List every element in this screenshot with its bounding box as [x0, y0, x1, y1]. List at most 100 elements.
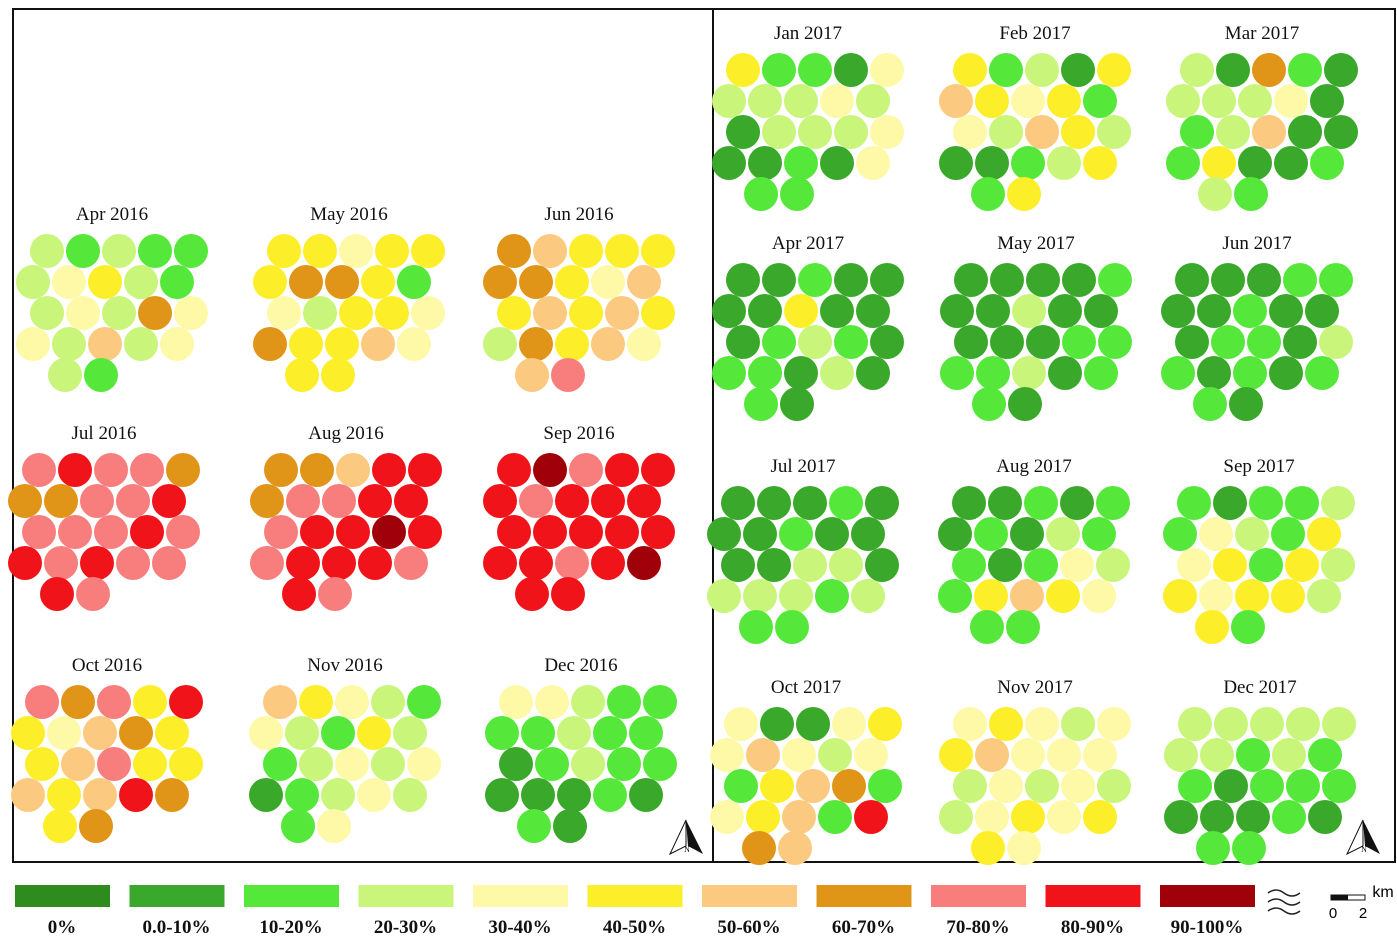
plot-circle: [1098, 325, 1132, 359]
plot-circle: [515, 577, 549, 611]
plot-circle: [571, 685, 605, 719]
plot-circle: [282, 577, 316, 611]
legend-label: 80-90%: [1061, 917, 1124, 938]
plot-circle: [169, 685, 203, 719]
plot-circle: [726, 115, 760, 149]
plot-circle: [361, 265, 395, 299]
plot-circle: [1061, 769, 1095, 803]
plot-circle: [22, 453, 56, 487]
plot-circle: [1180, 115, 1214, 149]
plot-circle: [707, 579, 741, 613]
plot-circle: [1177, 548, 1211, 582]
plot-circle: [485, 716, 519, 750]
plot-circle: [1288, 115, 1322, 149]
plot-circle: [483, 265, 517, 299]
plot-circle: [829, 486, 863, 520]
plot-circle: [757, 486, 791, 520]
plot-circle: [1047, 738, 1081, 772]
plot-circle: [66, 296, 100, 330]
plot-circle: [1202, 146, 1236, 180]
plot-circle: [263, 747, 297, 781]
plot-circle: [1252, 115, 1286, 149]
plot-circle: [641, 453, 675, 487]
plot-circle: [394, 484, 428, 518]
plot-circle: [130, 453, 164, 487]
plot-circle: [1271, 517, 1305, 551]
legend-swatch: [587, 885, 683, 907]
plot-circle: [1286, 707, 1320, 741]
plot-circle: [289, 327, 323, 361]
plot-circle: [519, 327, 553, 361]
plot-circle: [1229, 387, 1263, 421]
plot-circle: [535, 685, 569, 719]
panel-map: [250, 453, 442, 611]
plot-circle: [1272, 800, 1306, 834]
plot-circle: [591, 484, 625, 518]
plot-circle: [784, 356, 818, 390]
plot-circle: [1272, 738, 1306, 772]
plot-circle: [818, 738, 852, 772]
panel-map: [938, 486, 1130, 644]
plot-circle: [1211, 325, 1245, 359]
plot-circle: [133, 685, 167, 719]
plot-circle: [627, 327, 661, 361]
panel-map: [1166, 53, 1358, 211]
plot-circle: [1024, 486, 1058, 520]
legend-swatch: [244, 885, 339, 907]
plot-circle: [152, 484, 186, 518]
plot-circle: [1025, 769, 1059, 803]
plot-circle: [1324, 115, 1358, 149]
plot-circle: [263, 685, 297, 719]
plot-circle: [1250, 769, 1284, 803]
plot-circle: [760, 707, 794, 741]
plot-circle: [371, 685, 405, 719]
plot-circle: [784, 84, 818, 118]
plot-circle: [519, 265, 553, 299]
plot-circle: [318, 577, 352, 611]
legend-label: 90-100%: [1171, 917, 1244, 938]
plot-circle: [605, 453, 639, 487]
legend-label: 40-50%: [603, 917, 666, 938]
plot-circle: [798, 53, 832, 87]
plot-circle: [1213, 548, 1247, 582]
plot-circle: [712, 146, 746, 180]
legend-swatch: [702, 885, 797, 907]
legend-swatch: [931, 885, 1026, 907]
panel-label: Apr 2016: [76, 204, 148, 225]
plot-circle: [250, 546, 284, 580]
plot-circle: [1180, 53, 1214, 87]
plot-circle: [974, 579, 1008, 613]
plot-circle: [865, 548, 899, 582]
plot-circle: [1216, 53, 1250, 87]
plot-circle: [975, 800, 1009, 834]
plot-circle: [83, 716, 117, 750]
plot-circle: [47, 778, 81, 812]
plot-circle: [339, 296, 373, 330]
plot-circle: [607, 747, 641, 781]
plot-circle: [1198, 177, 1232, 211]
plot-circle: [1175, 325, 1209, 359]
panel-label: Dec 2016: [544, 655, 617, 676]
plot-circle: [299, 747, 333, 781]
plot-circle: [988, 486, 1022, 520]
plot-circle: [1060, 486, 1094, 520]
plot-circle: [130, 515, 164, 549]
plot-circle: [1096, 486, 1130, 520]
legend-swatch: [1045, 885, 1141, 907]
panel-label: Aug 2016: [308, 423, 383, 444]
plot-circle: [79, 809, 113, 843]
plot-circle: [856, 146, 890, 180]
plot-circle: [1062, 263, 1096, 297]
plot-circle: [975, 146, 1009, 180]
plot-circle: [1047, 800, 1081, 834]
plot-circle: [605, 296, 639, 330]
plot-circle: [521, 716, 555, 750]
plot-circle: [372, 453, 406, 487]
plot-circle: [868, 707, 902, 741]
plot-circle: [1214, 769, 1248, 803]
plot-circle: [939, 84, 973, 118]
legend-label: 50-60%: [717, 917, 780, 938]
plot-circle: [499, 747, 533, 781]
plot-circle: [88, 265, 122, 299]
plot-circle: [940, 356, 974, 390]
